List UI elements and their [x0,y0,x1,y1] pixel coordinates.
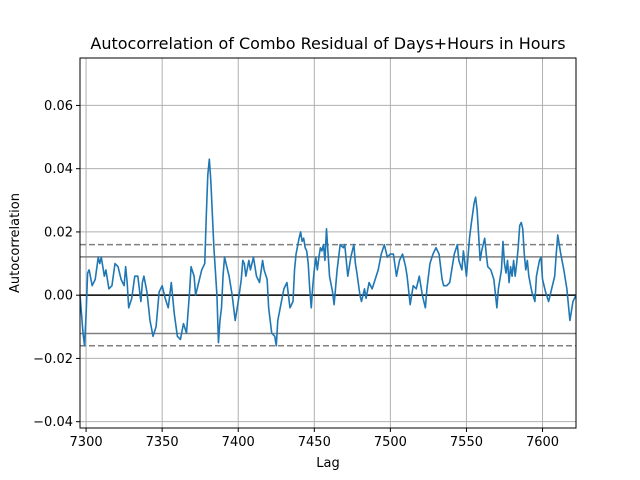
x-tick-label: 7550 [450,435,483,450]
chart-title: Autocorrelation of Combo Residual of Day… [90,34,565,53]
plot-frame [79,57,577,429]
y-tick-label: 0.04 [44,162,73,177]
y-tick-label: −0.02 [33,352,73,367]
y-tick-label: −0.04 [33,415,73,430]
y-tick-label: 0.00 [44,289,73,304]
y-axis-label: Autocorrelation [8,193,23,293]
series-layer [79,158,577,347]
x-tick-label: 7450 [298,435,331,450]
x-axis-label: Lag [316,456,339,471]
x-tick-label: 7350 [146,435,179,450]
x-axis: 7300 7350 7400 7450 7500 7550 7600 [70,428,559,450]
x-tick-label: 7300 [70,435,103,450]
x-tick-label: 7400 [222,435,255,450]
x-tick-label: 7600 [526,435,559,450]
y-axis: −0.04 −0.02 0.00 0.02 0.04 0.06 [33,99,80,430]
autocorrelation-series-line [79,158,577,347]
x-tick-label: 7500 [374,435,407,450]
y-tick-label: 0.02 [44,225,73,240]
y-tick-label: 0.06 [44,99,73,114]
